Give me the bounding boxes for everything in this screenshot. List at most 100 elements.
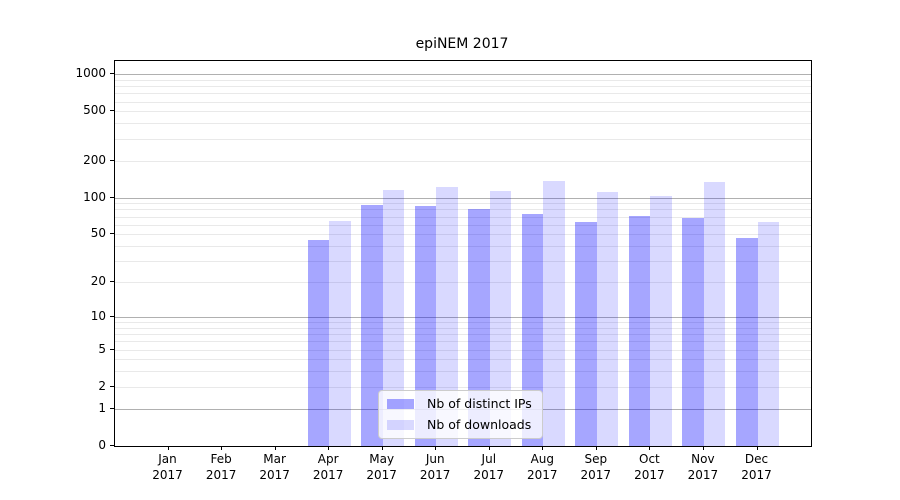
bar-downloads-oct: [650, 196, 672, 446]
y-tick: [110, 445, 114, 446]
gridline-minor: [115, 261, 811, 263]
y-tick: [110, 159, 114, 161]
x-tick-label: Aug 2017: [527, 452, 558, 482]
x-tick-label: Dec 2017: [741, 452, 772, 482]
x-tick: [435, 446, 437, 450]
bar-downloads-jul: [489, 191, 512, 446]
y-tick-label: 200: [83, 152, 106, 167]
gridline-major: [115, 197, 811, 199]
gridline-minor: [115, 123, 811, 125]
x-tick-label: Jun 2017: [419, 452, 451, 482]
gridline-minor: [115, 160, 811, 162]
gridline-minor: [115, 203, 811, 205]
bar-ips-apr: [307, 239, 330, 446]
bar-ips-may: [361, 205, 383, 446]
bar-downloads-dec: [757, 222, 779, 446]
gridline-minor: [115, 101, 811, 103]
x-tick: [328, 446, 330, 450]
x-tick: [649, 446, 651, 450]
gridline-minor: [115, 322, 811, 323]
y-tick-label: 500: [83, 103, 106, 118]
bar-ips-oct: [628, 215, 651, 446]
gridline-minor: [115, 93, 811, 95]
legend-item: Nb of distinct IPs: [387, 396, 532, 411]
y-tick: [110, 196, 114, 198]
x-tick-label: May 2017: [366, 452, 397, 482]
x-tick-label: Mar 2017: [259, 452, 290, 482]
x-tick-label: Nov 2017: [687, 452, 719, 482]
chart-title: epiNEM 2017: [415, 36, 509, 52]
bar-ips-nov: [682, 218, 704, 446]
gridline-minor: [115, 359, 811, 361]
y-tick-label: 2: [98, 378, 106, 393]
legend-swatch-distinct-ips: [387, 398, 414, 409]
bar-downloads-sep: [596, 191, 619, 446]
y-tick-label: 100: [83, 189, 106, 204]
y-tick: [110, 385, 114, 387]
bar-downloads-nov: [703, 182, 726, 446]
x-tick-label: Jan 2017: [152, 452, 183, 482]
y-tick-label: 20: [90, 274, 106, 289]
bar-downloads-aug: [543, 180, 565, 446]
y-tick: [110, 73, 114, 75]
gridline-minor: [115, 341, 811, 343]
gridline-minor: [115, 138, 811, 140]
x-tick: [756, 446, 758, 450]
gridline-minor: [115, 327, 811, 329]
x-tick: [488, 446, 490, 450]
x-tick: [274, 446, 276, 450]
y-tick-label: 5: [98, 341, 106, 356]
x-tick: [542, 446, 544, 450]
gridline-minor: [115, 86, 811, 88]
bar-ips-aug: [521, 214, 544, 446]
bar-downloads-apr: [329, 221, 351, 446]
bar-ips-sep: [575, 222, 597, 446]
gridline-minor: [115, 111, 811, 113]
y-tick: [110, 315, 114, 317]
y-tick-label: 50: [90, 226, 106, 241]
y-tick-label: 0: [98, 438, 106, 452]
y-tick: [110, 110, 114, 112]
y-tick: [110, 233, 114, 235]
x-tick: [167, 446, 169, 450]
x-tick: [221, 446, 223, 450]
bar-downloads-jun: [436, 187, 458, 446]
legend-swatch-downloads: [387, 419, 414, 430]
gridline-minor: [115, 209, 811, 211]
y-tick: [110, 281, 114, 283]
gridline-minor: [115, 386, 811, 388]
gridline-minor: [115, 349, 811, 351]
legend-label: Nb of distinct IPs: [427, 396, 532, 411]
gridline-minor: [115, 234, 811, 236]
bar-ips-dec: [736, 237, 758, 446]
x-tick: [595, 446, 597, 450]
gridline-minor: [115, 246, 811, 248]
x-tick-label: Apr 2017: [312, 452, 344, 482]
gridline-minor: [115, 79, 811, 81]
gridline-minor: [115, 224, 811, 226]
legend-item: Nb of downloads: [387, 417, 532, 432]
y-tick: [110, 407, 114, 409]
y-tick-label: 10: [90, 308, 106, 323]
y-tick-label: 1: [98, 400, 106, 415]
bar-ips-jun: [414, 205, 437, 446]
x-tick-label: Oct 2017: [634, 452, 665, 482]
x-tick-label: Jul 2017: [473, 452, 505, 482]
x-tick-label: Sep 2017: [580, 452, 612, 482]
gridline-minor: [115, 282, 811, 284]
bar-ips-jul: [468, 209, 490, 446]
y-tick-label: 1000: [75, 66, 106, 81]
plot-area: [114, 60, 812, 447]
x-tick: [381, 446, 383, 450]
gridline-minor: [115, 371, 811, 373]
gridline-minor: [115, 334, 811, 336]
legend-label: Nb of downloads: [427, 417, 532, 432]
x-tick: [702, 446, 704, 450]
bar-downloads-may: [382, 190, 405, 446]
y-tick: [110, 348, 114, 350]
gridline-major: [115, 74, 811, 76]
gridline-minor: [115, 216, 811, 218]
x-tick-label: Feb 2017: [205, 452, 237, 482]
gridline-major: [115, 316, 811, 318]
